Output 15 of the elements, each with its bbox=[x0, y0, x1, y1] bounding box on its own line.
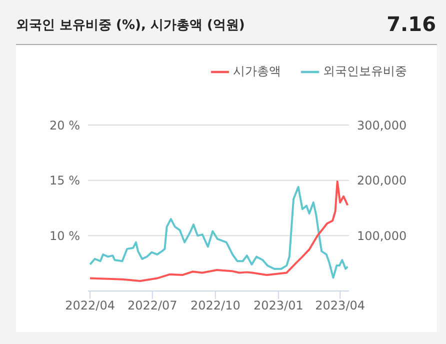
chart-title: 외국인 보유비중 (%), 시가총액 (억원) bbox=[16, 17, 245, 34]
y2-tick-label: 100,000 bbox=[357, 228, 407, 243]
x-tick-label: 2023/04 bbox=[315, 298, 366, 313]
y-tick-label: 15 % bbox=[50, 174, 80, 188]
y2-tick-label: 300,000 bbox=[357, 118, 407, 132]
legend-label: 외국인보유비중 bbox=[323, 64, 407, 78]
x-tick-label: 2023/01 bbox=[254, 298, 304, 313]
legend-label: 시가총액 bbox=[233, 64, 281, 78]
y2-tick-label: 200,000 bbox=[357, 174, 407, 188]
text: 7.16 bbox=[386, 12, 436, 36]
y-tick-label: 20 % bbox=[50, 118, 80, 132]
x-tick-label: 2022/07 bbox=[127, 298, 178, 313]
x-tick-label: 2022/04 bbox=[65, 298, 115, 313]
x-tick-label: 2022/10 bbox=[190, 298, 240, 313]
y-tick-label: 10 % bbox=[50, 228, 80, 243]
